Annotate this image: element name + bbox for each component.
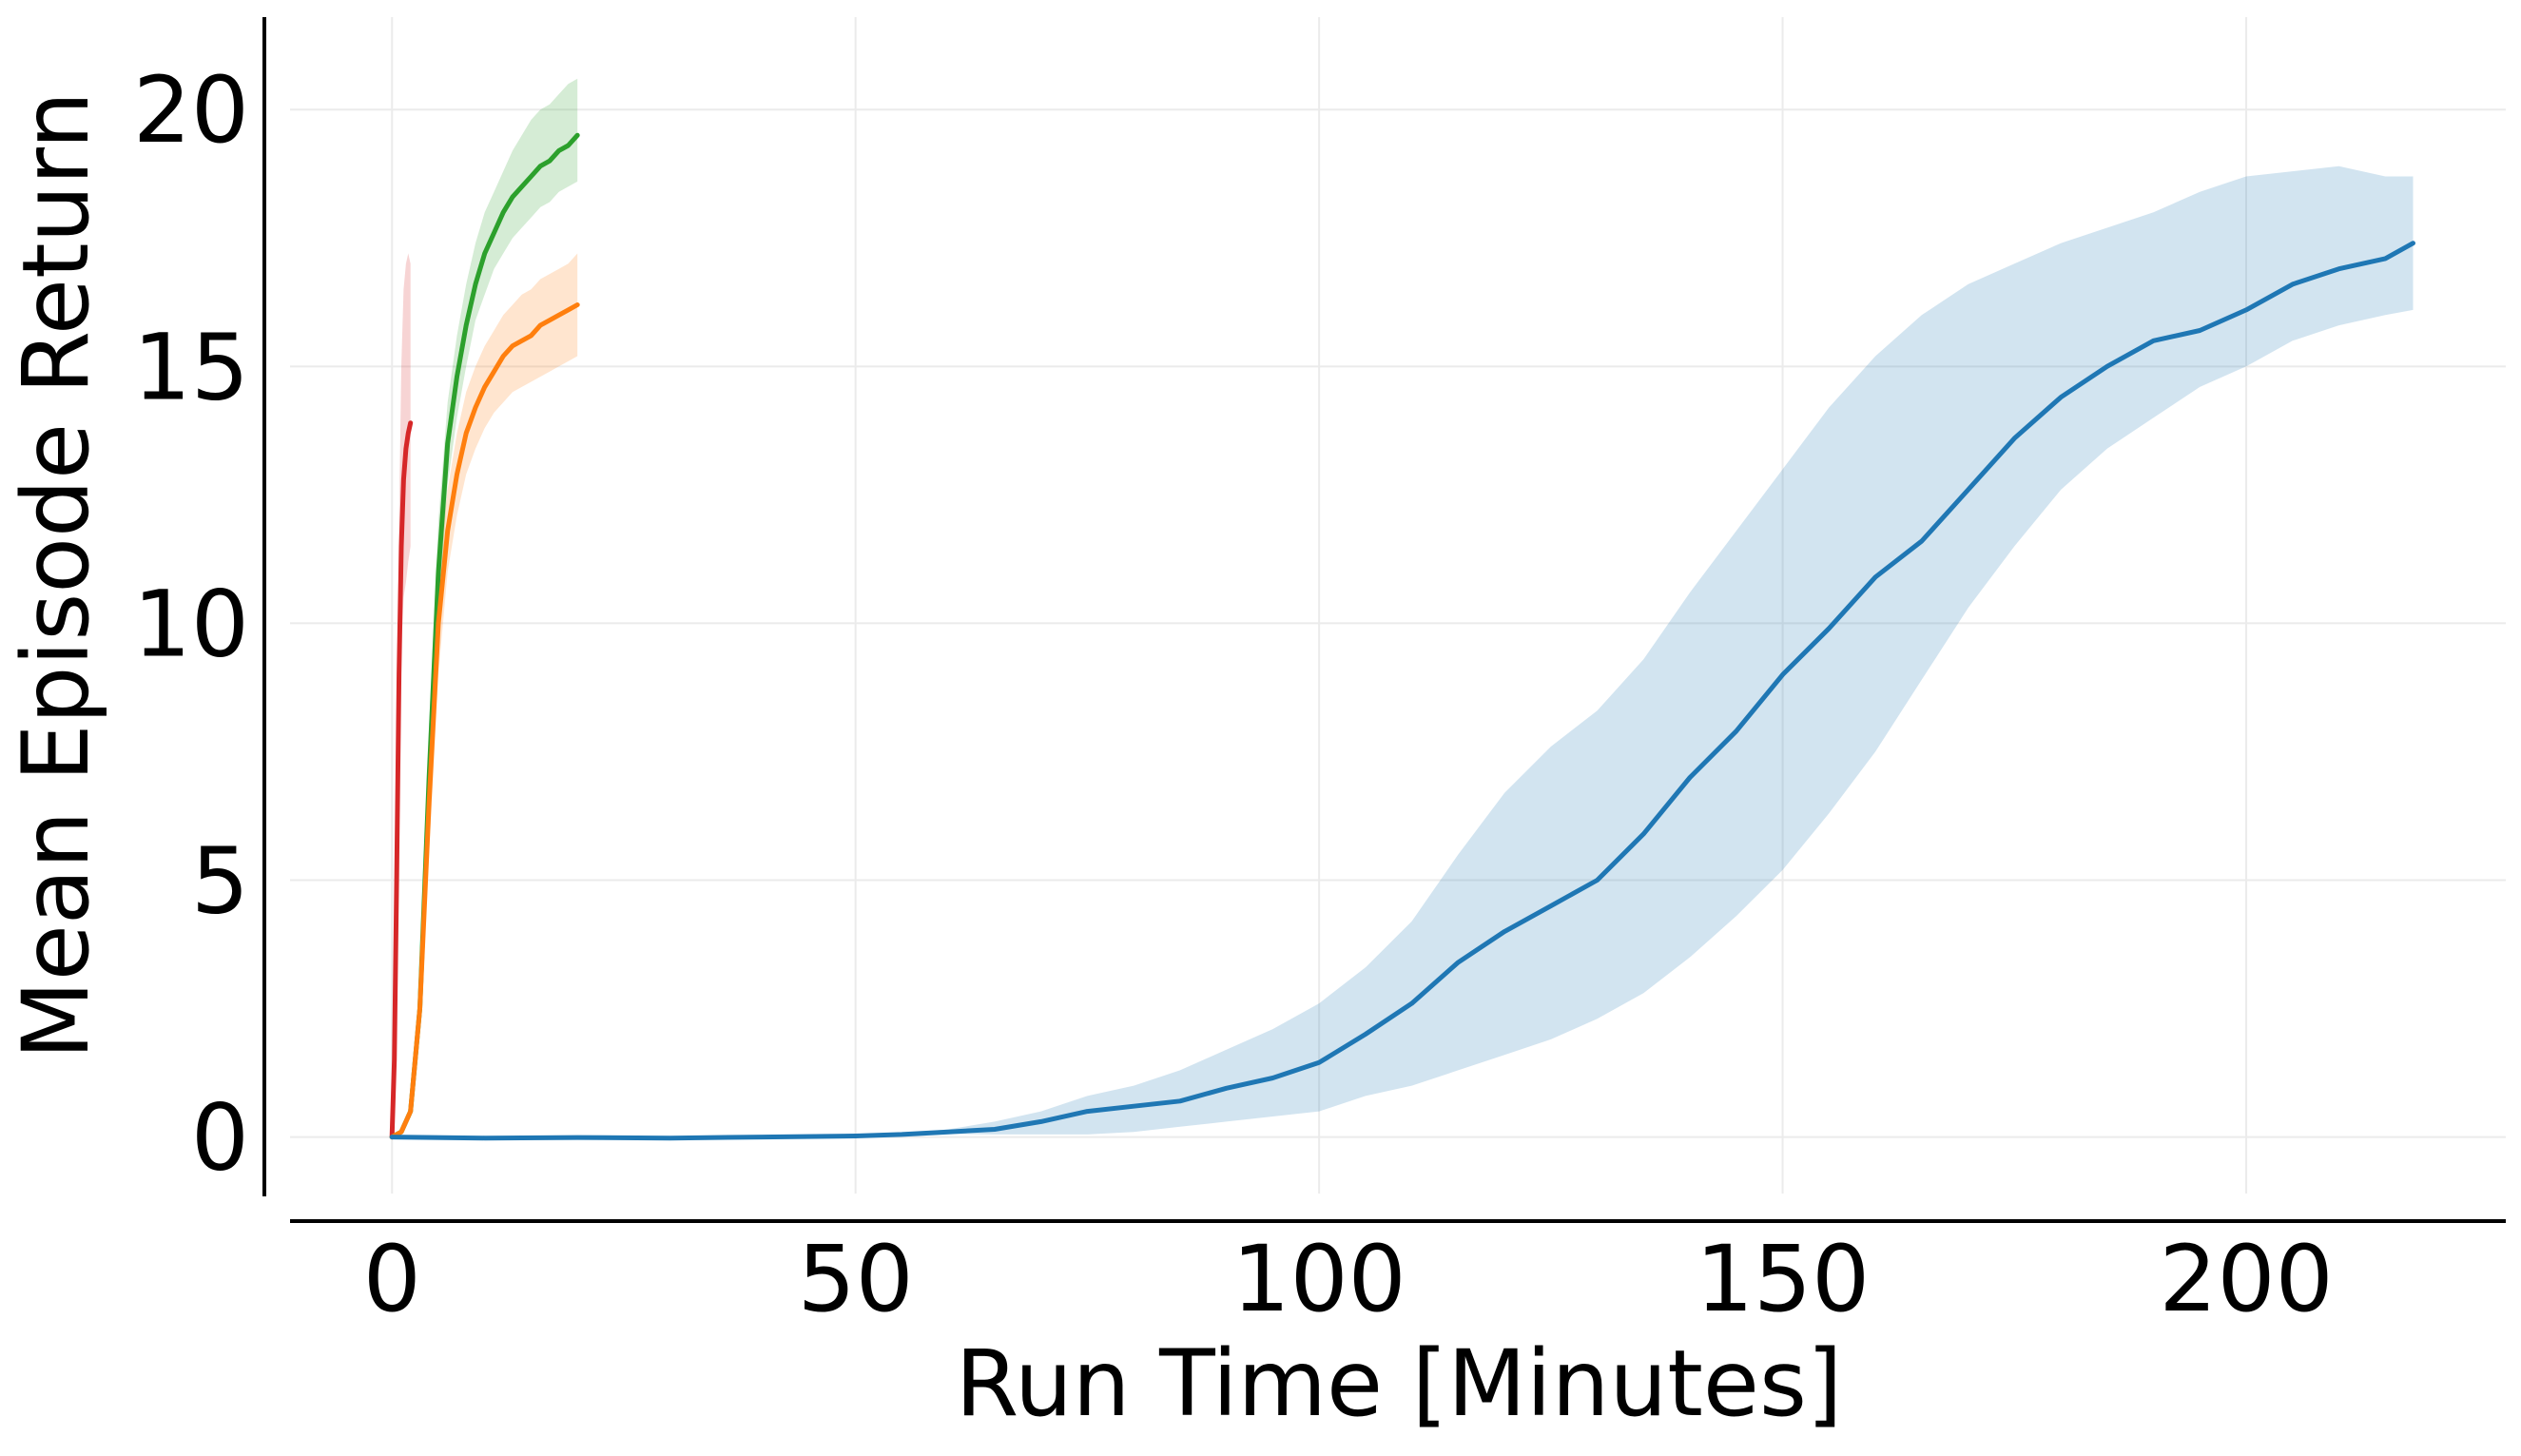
y-tick-label: 0 bbox=[191, 1085, 249, 1192]
series-line-2 bbox=[389, 302, 580, 1140]
series-line-0 bbox=[389, 420, 414, 1140]
series-line-3 bbox=[389, 241, 2415, 1141]
line-layer bbox=[389, 132, 2415, 1141]
y-tick-label: 10 bbox=[133, 571, 249, 677]
y-axis-title: Mean Episode Return bbox=[3, 91, 109, 1059]
band-layer bbox=[392, 78, 2414, 1138]
x-axis-title: Run Time [Minutes] bbox=[956, 1330, 1843, 1437]
series-band-3 bbox=[392, 165, 2414, 1138]
series-band-2 bbox=[392, 253, 578, 1137]
x-tick-label: 200 bbox=[2159, 1226, 2333, 1332]
x-tick-label: 100 bbox=[1232, 1226, 1406, 1332]
x-tick-label: 0 bbox=[363, 1226, 421, 1332]
x-tick-label: 50 bbox=[798, 1226, 914, 1332]
y-tick-label: 20 bbox=[133, 57, 249, 164]
series-band-1 bbox=[392, 78, 578, 1137]
axis-layer bbox=[262, 17, 2506, 1223]
x-tick-label: 150 bbox=[1696, 1226, 1870, 1332]
y-tick-label: 15 bbox=[133, 314, 249, 420]
y-tick-label: 5 bbox=[191, 827, 249, 934]
tick-layer: 0 50 100 150 200 0 5 10 15 20 bbox=[133, 57, 2334, 1332]
